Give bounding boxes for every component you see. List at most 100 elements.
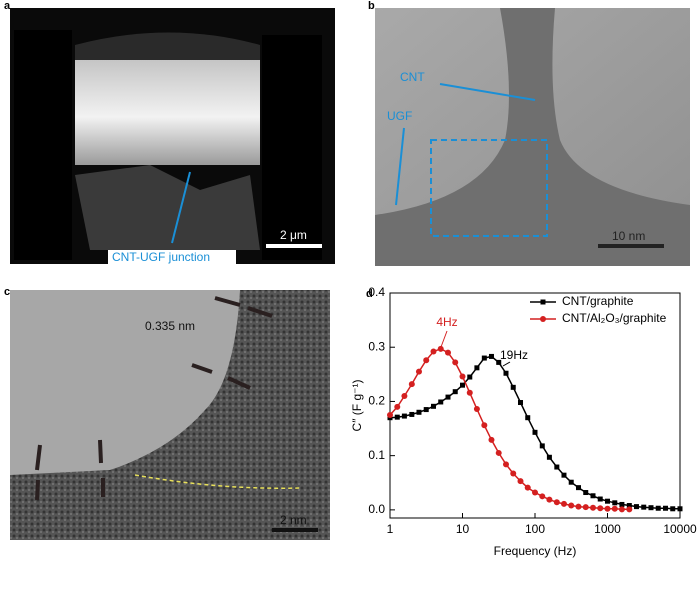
x-tick-label: 1000 [594,522,621,536]
x-tick-label: 10 [456,522,470,536]
annotation: 19Hz [500,348,528,362]
y-tick-label: 0.1 [368,448,385,462]
marker [612,500,618,506]
annotation: 0.335 nm [145,319,195,333]
marker [430,348,437,355]
marker [459,373,466,380]
x-tick-label: 100 [525,522,545,536]
marker [473,406,480,413]
y-tick-label: 0.0 [368,502,385,516]
marker [415,368,422,375]
marker [568,502,575,509]
arrows [35,296,273,501]
y-axis-label: C″ (F g⁻¹) [350,380,364,432]
marker [619,501,625,507]
marker [575,485,581,491]
marker [554,464,560,470]
panel-label: b [368,0,375,12]
marker [510,470,517,477]
marker [663,505,669,511]
marker [532,489,538,496]
marker [401,393,408,400]
marker [626,506,633,513]
marker [394,403,401,410]
marker [532,429,538,435]
marker [401,413,407,419]
marker [518,400,524,406]
annotation: UGF [387,109,412,123]
interface-line [134,474,301,489]
series-line [389,347,630,511]
scale-label: 2 nm [280,513,307,527]
marker [677,506,683,512]
annotation-pointer [502,361,511,367]
marker [488,353,494,359]
marker [524,484,531,491]
marker [539,493,546,500]
marker [670,506,676,512]
marker [488,436,495,443]
marker [452,389,458,395]
marker [495,449,502,456]
marker [568,479,574,485]
marker [437,345,444,352]
marker [452,359,459,366]
marker [460,382,465,388]
scale-label: 2 μm [280,228,307,242]
marker [633,504,639,510]
annotation: CNT [400,70,425,84]
marker [510,384,516,390]
marker [466,389,473,396]
marker [575,503,582,510]
marker [560,500,567,507]
marker [394,414,400,420]
marker [546,496,553,503]
marker [423,407,429,413]
panel-label: c [4,286,10,298]
marker [590,504,597,511]
label-bg [108,250,236,266]
marker [605,498,610,504]
chart: 0.0 0.1 0.2 0.3 0.4 1 10 100 1000 10000 Frequency … [350,285,697,558]
legend-marker [540,316,546,322]
image-a [10,8,335,264]
marker [423,357,430,364]
x-tick-label: 10000 [663,522,697,536]
marker [611,505,618,512]
marker [626,503,632,509]
marker [561,472,567,478]
panel-label: a [4,0,11,12]
x-axis-label: Frequency (Hz) [494,544,577,558]
marker [445,349,452,356]
image-b [375,8,690,266]
marker [408,381,415,388]
marker [481,355,487,361]
y-tick-label: 0.3 [368,339,385,353]
marker [445,394,451,400]
marker [430,403,436,409]
marker [597,496,603,502]
marker [517,478,524,485]
y-tick-label: 0.4 [368,285,385,299]
annotation: CNT-UGF junction [112,250,210,264]
panel-label: d [366,288,373,300]
arrow [171,171,191,244]
arrow [439,83,536,101]
scale-label: 10 nm [612,229,645,243]
legend-label: CNT/Al₂O₃/graphite [562,311,667,325]
marker [474,365,480,371]
marker [496,359,502,365]
marker [648,505,654,511]
marker [467,374,473,380]
marker [582,504,589,511]
marker [655,505,661,511]
zoom-box [430,139,548,237]
marker [583,490,589,496]
marker [597,505,604,512]
marker [539,443,545,449]
legend-label: CNT/graphite [562,294,634,308]
marker [590,493,596,499]
marker [525,415,531,421]
marker [604,505,611,512]
